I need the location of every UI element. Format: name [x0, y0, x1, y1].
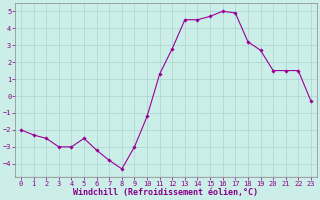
- X-axis label: Windchill (Refroidissement éolien,°C): Windchill (Refroidissement éolien,°C): [74, 188, 259, 197]
